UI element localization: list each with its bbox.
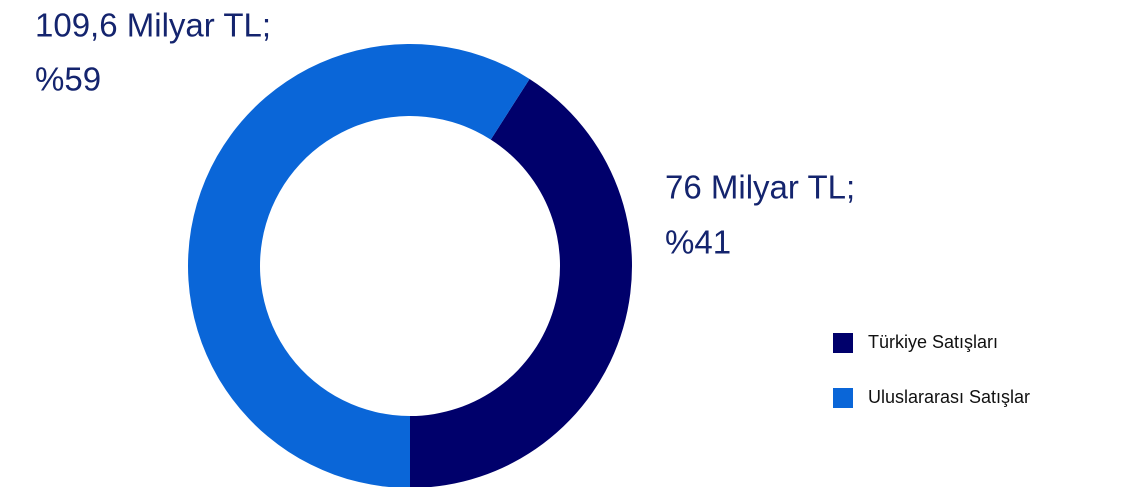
donut-slice — [410, 78, 632, 487]
legend-swatch — [833, 388, 853, 408]
legend-label: Uluslararası Satışlar — [868, 387, 1030, 407]
legend-swatch — [833, 333, 853, 353]
value-label: 109,6 Milyar TL; — [35, 7, 271, 44]
value-label: 76 Milyar TL; — [665, 169, 855, 206]
donut-slice — [188, 44, 530, 487]
percent-label: %59 — [35, 61, 101, 98]
percent-label: %41 — [665, 224, 731, 261]
legend-label: Türkiye Satışları — [868, 332, 998, 352]
